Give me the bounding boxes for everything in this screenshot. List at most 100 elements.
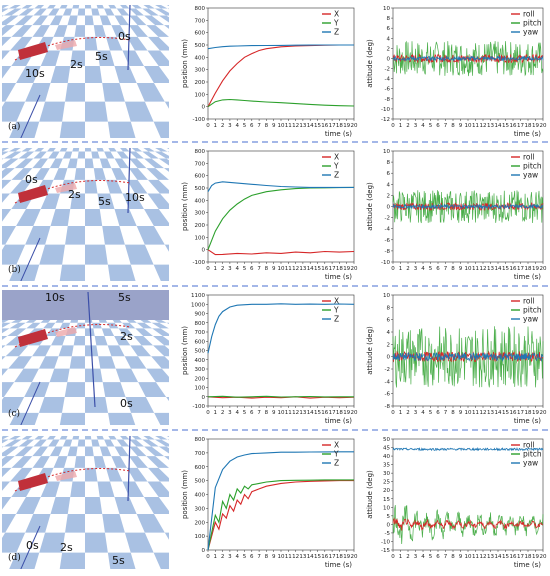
x-tick-label: 4 — [421, 554, 425, 560]
x-tick-label: 8 — [265, 123, 269, 129]
x-tick-label: 10 — [278, 410, 285, 416]
floor-tile — [2, 36, 12, 47]
x-tick-label: 8 — [451, 554, 455, 560]
x-tick-label: 4 — [421, 123, 425, 129]
x-tick-label: 6 — [250, 266, 254, 272]
floor-tile — [154, 151, 169, 159]
y-tick-label: 0 — [202, 548, 206, 554]
y-tick-label: 700 — [195, 451, 206, 457]
y-tick-label: 200 — [195, 376, 206, 382]
y-tick-label: 800 — [195, 149, 206, 155]
floor-tile — [124, 101, 154, 122]
x-tick-label: 14 — [307, 266, 314, 272]
floor-tile — [33, 439, 47, 447]
floor-tile — [108, 5, 117, 9]
y-tick-label: 0 — [202, 105, 206, 111]
series-line-z — [207, 303, 355, 354]
floor-tile — [62, 151, 73, 159]
floor-tile — [111, 456, 127, 468]
floor-tile — [50, 496, 71, 514]
y-tick-label: 10 — [383, 149, 390, 155]
y-tick-label: 100 — [195, 92, 206, 98]
x-tick-label: 0 — [391, 554, 395, 560]
scene-content — [2, 3, 169, 138]
y-tick-label: 8 — [387, 160, 391, 166]
legend-label: Y — [333, 162, 339, 171]
floor-tile — [77, 8, 85, 16]
y-tick-label: 900 — [195, 312, 206, 318]
floor-tile — [142, 151, 159, 159]
scene-panel: 0s 2s 5s (d) — [2, 434, 169, 569]
y-tick-label: 10 — [383, 293, 390, 299]
floor-tile — [85, 496, 103, 514]
x-tick-label: 14 — [495, 410, 502, 416]
floor-tile — [143, 208, 169, 226]
floor-tile — [2, 513, 17, 533]
legend-label: Y — [333, 306, 339, 315]
floor-tile — [108, 412, 136, 425]
floor-tile — [136, 225, 165, 245]
legend-label: yaw — [523, 459, 538, 468]
y-tick-label: 8 — [387, 16, 391, 22]
y-tick-label: 600 — [195, 339, 206, 345]
x-tick-label: 8 — [265, 554, 269, 560]
floor-tile — [3, 151, 22, 159]
floor-tile — [107, 322, 119, 329]
floor-tile — [59, 148, 68, 152]
x-tick-label: 16 — [510, 554, 517, 560]
floor-tile — [129, 158, 147, 169]
y-axis-label: position (mm) — [181, 39, 189, 88]
floor-tile — [147, 50, 169, 66]
legend-label: X — [334, 153, 339, 162]
floor-tile — [136, 322, 153, 329]
series-line-yaw — [392, 203, 544, 210]
floor-tile — [108, 436, 117, 440]
floor-tile — [85, 532, 108, 553]
floor-tile — [2, 356, 6, 360]
floor-tile — [94, 336, 108, 346]
x-tick-label: 17 — [329, 410, 336, 416]
floor-tile — [2, 208, 12, 222]
legend-label: roll — [523, 441, 535, 450]
floor-tile — [59, 264, 85, 281]
floor-tile — [129, 151, 145, 159]
y-tick-label: 0 — [387, 355, 391, 361]
floor-tile — [2, 193, 11, 203]
x-tick-label: 5 — [243, 554, 247, 560]
floor-tile — [32, 456, 50, 468]
y-tick-label: 300 — [195, 367, 206, 373]
x-tick-label: 16 — [510, 123, 517, 129]
x-tick-label: 18 — [336, 266, 343, 272]
x-tick-label: 9 — [459, 266, 463, 272]
floor-tile — [25, 82, 51, 102]
scene-time-label: 5s — [95, 50, 108, 63]
floor-tile — [114, 65, 137, 83]
x-tick-label: 10 — [278, 266, 285, 272]
x-tick-label: 14 — [307, 410, 314, 416]
y-tick-label: 100 — [195, 235, 206, 241]
x-tick-label: 11 — [285, 410, 292, 416]
y-tick-label: 800 — [195, 321, 206, 327]
floor-tile — [32, 15, 49, 26]
x-tick-label: 17 — [329, 554, 336, 560]
floor-tile — [70, 320, 79, 323]
floor-tile — [105, 467, 123, 482]
floor-tile — [34, 148, 45, 152]
floor-tile — [166, 5, 169, 7]
floor-tile — [164, 101, 169, 109]
x-tick-label: 5 — [429, 266, 433, 272]
floor-tile — [49, 368, 70, 383]
legend-label: X — [334, 297, 339, 306]
floor-tile — [2, 336, 8, 340]
x-tick-label: 2 — [221, 123, 225, 129]
x-tick-label: 19 — [343, 410, 350, 416]
floor-tile — [85, 467, 98, 482]
x-tick-label: 13 — [299, 123, 306, 129]
floor-tile — [142, 8, 159, 16]
x-tick-label: 8 — [265, 410, 269, 416]
x-tick-label: 16 — [321, 410, 328, 416]
floor-tile — [102, 513, 125, 533]
floor-tile — [2, 368, 9, 376]
floor-tile — [70, 481, 85, 497]
